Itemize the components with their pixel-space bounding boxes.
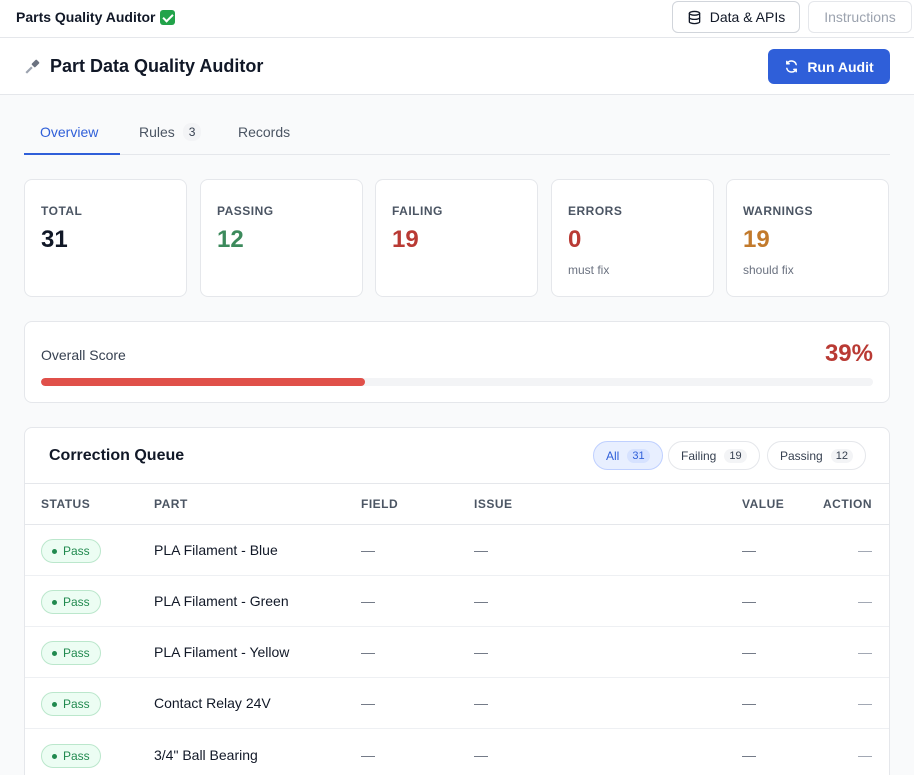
tab-overview[interactable]: Overview (24, 110, 120, 155)
filter-failing[interactable]: Failing 19 (668, 441, 760, 470)
status-badge: Pass (41, 744, 101, 768)
page-header: Part Data Quality Auditor Run Audit (0, 38, 914, 95)
run-audit-button[interactable]: Run Audit (768, 49, 890, 84)
data-apis-button[interactable]: Data & APIs (672, 1, 800, 33)
score-progress-bar (41, 378, 873, 386)
status-dot-icon (52, 548, 57, 554)
status-badge: Pass (41, 692, 101, 716)
screwdriver-icon (25, 59, 40, 74)
check-icon (159, 9, 175, 25)
status-badge: Pass (41, 539, 101, 563)
table-row[interactable]: Pass PLA Filament - Blue — — — — (25, 525, 889, 576)
stat-card-passing: PASSING 12 (200, 179, 363, 297)
page-title: Part Data Quality Auditor (24, 56, 263, 77)
score-progress-fill (41, 378, 366, 386)
top-bar: Parts Quality Auditor Data & APIs Instru… (0, 0, 914, 38)
refresh-icon (786, 60, 798, 73)
table-header: STATUS PART FIELD ISSUE VALUE ACTION (25, 483, 889, 525)
overall-score-card: Overall Score 39% (24, 321, 890, 403)
stat-card-total: TOTAL 31 (24, 179, 187, 297)
status-dot-icon (52, 701, 57, 707)
table-row[interactable]: Pass PLA Filament - Green — — — — (25, 576, 889, 627)
stat-card-failing: FAILING 19 (375, 179, 538, 297)
status-dot-icon (52, 753, 57, 759)
filter-passing[interactable]: Passing 12 (767, 441, 866, 470)
database-icon (688, 10, 701, 24)
status-dot-icon (52, 599, 57, 605)
stat-card-warnings: WARNINGS 19 should fix (726, 179, 889, 297)
score-value: 39% (824, 340, 873, 367)
correction-queue: Correction Queue All 31 Failing 19 Passi… (24, 427, 890, 775)
tab-rules[interactable]: Rules 3 (139, 110, 202, 154)
instructions-button[interactable]: Instructions (808, 1, 912, 33)
filter-all[interactable]: All 31 (593, 441, 663, 470)
app-title: Parts Quality Auditor (16, 9, 175, 25)
table-row[interactable]: Pass PLA Filament - Yellow — — — — (25, 627, 889, 678)
tab-bar: Overview Rules 3 Records (24, 110, 890, 155)
table-row[interactable]: Pass Contact Relay 24V — — — — (25, 678, 889, 729)
status-badge: Pass (41, 590, 101, 614)
status-dot-icon (52, 650, 57, 656)
stat-card-errors: ERRORS 0 must fix (551, 179, 714, 297)
rules-count-badge: 3 (182, 123, 202, 141)
table-row[interactable]: Pass 3/4" Ball Bearing — — — — (25, 730, 889, 775)
tab-records[interactable]: Records (238, 124, 291, 140)
status-badge: Pass (41, 641, 101, 665)
